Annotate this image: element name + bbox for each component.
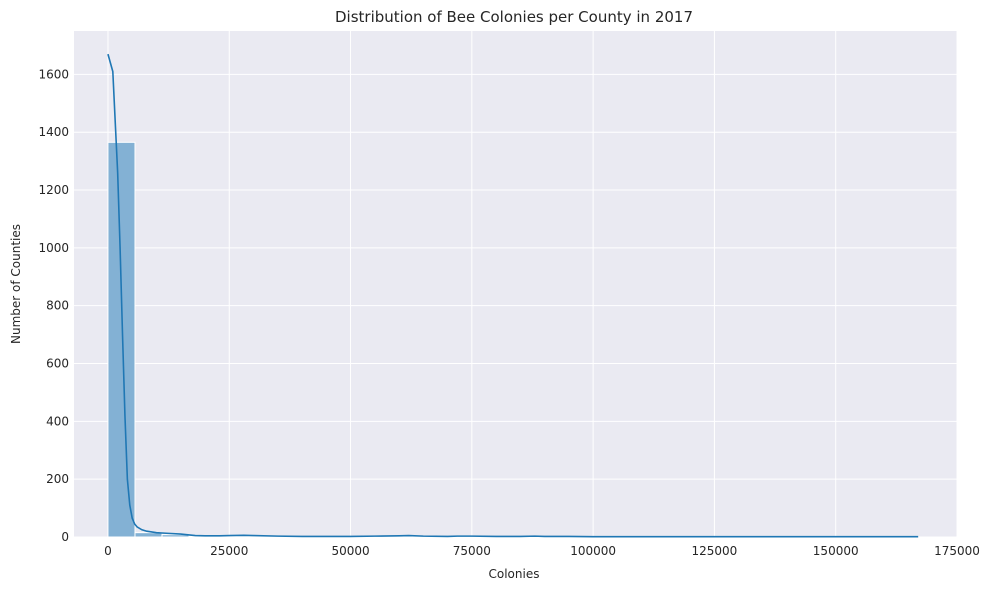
histogram-bar bbox=[161, 534, 190, 538]
y-tick-label: 1200 bbox=[38, 183, 69, 197]
chart-title: Distribution of Bee Colonies per County … bbox=[335, 8, 693, 26]
y-axis-label: Number of Counties bbox=[9, 224, 23, 344]
x-tick-label: 0 bbox=[104, 544, 112, 558]
histogram-bars bbox=[107, 141, 920, 538]
y-tick-label: 400 bbox=[46, 414, 69, 428]
y-tick-label: 1000 bbox=[38, 241, 69, 255]
x-tick-label: 175000 bbox=[934, 544, 980, 558]
y-tick-label: 600 bbox=[46, 357, 69, 371]
y-tick-label: 0 bbox=[61, 530, 69, 544]
histogram-bar bbox=[107, 141, 136, 538]
y-tick-label: 200 bbox=[46, 472, 69, 486]
y-tick-label: 800 bbox=[46, 299, 69, 313]
y-tick-label: 1400 bbox=[38, 125, 69, 139]
x-tick-label: 150000 bbox=[813, 544, 859, 558]
x-tick-label: 75000 bbox=[453, 544, 491, 558]
x-axis-label: Colonies bbox=[489, 567, 540, 581]
x-tick-label: 50000 bbox=[331, 544, 369, 558]
x-tick-label: 125000 bbox=[692, 544, 738, 558]
x-tick-labels: 0 25000 50000 75000 100000 125000 150000 175000 bbox=[104, 544, 980, 558]
x-tick-label: 25000 bbox=[210, 544, 248, 558]
plot-area bbox=[74, 31, 957, 537]
kde-line bbox=[107, 53, 919, 538]
y-tick-label: 1600 bbox=[38, 67, 69, 81]
grid-lines bbox=[74, 31, 958, 538]
y-tick-labels: 0 200 400 600 800 1000 1200 1400 1600 bbox=[38, 67, 69, 544]
x-tick-label: 100000 bbox=[570, 544, 616, 558]
